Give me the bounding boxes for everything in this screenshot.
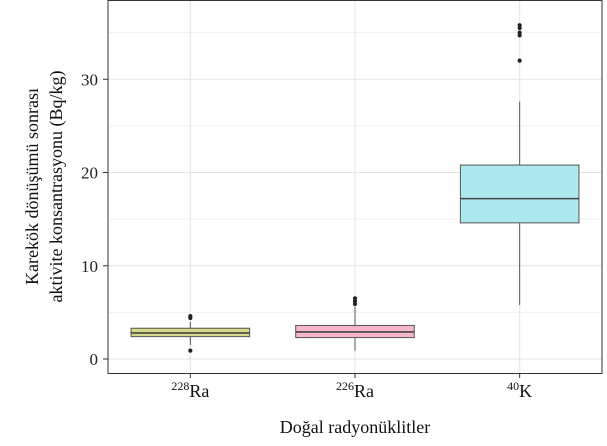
y-axis-title-line-2: aktivite konsantrasyonu (Bq/kg) (46, 71, 67, 303)
x-tick-label: 228Ra (171, 379, 209, 401)
outlier-point (517, 30, 522, 35)
y-ticks: 0 10 20 30 (81, 70, 108, 369)
y-tick-label: 30 (81, 70, 98, 89)
box-2 (295, 296, 415, 351)
x-tick-label-sup: 226 (336, 379, 354, 393)
y-tick-label: 0 (90, 350, 99, 369)
y-axis-title: Karekök dönüşümü sonrası aktivite konsan… (22, 71, 67, 303)
x-tick-label: 40K (507, 379, 532, 401)
outlier-point (517, 58, 522, 63)
outlier-point (188, 348, 193, 353)
outlier-point (188, 314, 193, 319)
x-tick-label-base: K (519, 381, 532, 401)
y-tick-label: 10 (81, 257, 98, 276)
outlier-point (352, 296, 358, 301)
x-tick-label: 226Ra (336, 379, 374, 401)
x-tick-label-base: Ra (189, 381, 209, 401)
x-tick-label-sup: 40 (507, 379, 519, 393)
boxes (130, 23, 580, 353)
x-tick-label-base: Ra (354, 381, 374, 401)
x-axis-title: Doğal radyonüklitler (280, 417, 430, 437)
outlier-point (517, 23, 522, 28)
y-tick-label: 20 (81, 164, 98, 183)
y-axis-title-line-1: Karekök dönüşümü sonrası (22, 88, 42, 285)
x-tick-label-sup: 228 (171, 379, 189, 393)
box-3 (459, 23, 580, 305)
x-ticks: 228Ra 226Ra 40K (171, 373, 532, 401)
iqr-box (459, 164, 580, 224)
box-1 (130, 314, 251, 353)
